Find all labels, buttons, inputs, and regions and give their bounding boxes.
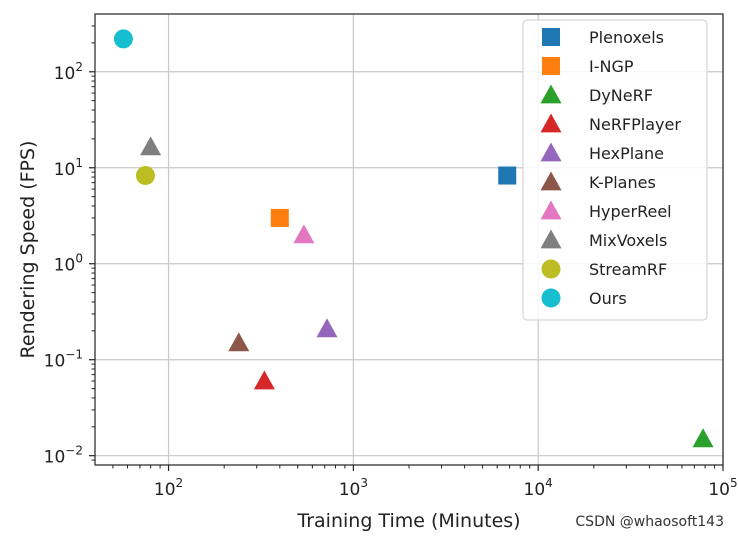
legend-box: [522, 19, 708, 321]
legend-marker-plenoxels: [542, 28, 560, 46]
x-tick-base: 10: [154, 480, 176, 500]
data-point-streamrf: [135, 166, 155, 186]
data-point-hyperreel: [293, 224, 315, 244]
y-tick-exponent: −1: [65, 348, 83, 362]
y-tick-label: 101: [54, 156, 83, 180]
y-tick-label: 100: [54, 252, 83, 276]
x-tick-base: 10: [339, 480, 361, 500]
y-tick-label: 10−1: [44, 348, 83, 372]
legend: Plenoxels I-NGP DyNeRF NeRFPlayer HexPlane K-…: [522, 19, 708, 321]
legend-label-streamrf: StreamRF: [589, 260, 667, 279]
legend-marker-ours: [541, 288, 561, 308]
legend-marker-nerfplayer: [540, 113, 562, 133]
y-tick-exponent: 2: [75, 60, 83, 74]
y-tick-label: 102: [54, 60, 83, 84]
y-tick-base: 10: [54, 256, 76, 276]
x-tick-exponent: 3: [360, 476, 368, 490]
legend-marker-dynerf: [540, 84, 562, 104]
x-tick-exponent: 5: [730, 476, 738, 490]
legend-label-ours: Ours: [589, 289, 627, 308]
legend-marker-streamrf: [541, 259, 561, 279]
legend-label-mixvoxels: MixVoxels: [589, 231, 667, 250]
legend-marker-hyperreel: [540, 200, 562, 220]
data-points: [113, 29, 714, 448]
legend-marker-k-planes: [540, 171, 562, 191]
legend-label-nerfplayer: NeRFPlayer: [589, 115, 681, 134]
y-tick-base: 10: [54, 160, 76, 180]
x-tick-exponent: 2: [176, 476, 184, 490]
legend-label-i-ngp: I-NGP: [589, 57, 634, 76]
legend-marker-mixvoxels: [540, 229, 562, 249]
legend-label-k-planes: K-Planes: [589, 173, 656, 192]
x-tick-label: 104: [524, 476, 553, 500]
data-point-i-ngp: [270, 208, 289, 227]
legend-label-hexplane: HexPlane: [589, 144, 664, 163]
legend-marker-hexplane: [540, 142, 562, 162]
x-tick-base: 10: [524, 480, 546, 500]
y-tick-exponent: 0: [75, 252, 83, 266]
y-tick-label: 10−2: [44, 444, 83, 468]
x-tick-label: 105: [708, 476, 737, 500]
x-tick-base: 10: [708, 480, 730, 500]
data-point-hexplane: [316, 318, 338, 338]
data-point-ours: [113, 29, 133, 49]
legend-label-dynerf: DyNeRF: [589, 86, 653, 105]
y-tick-exponent: −2: [65, 444, 83, 458]
data-point-nerfplayer: [253, 370, 275, 390]
y-axis-title: Rendering Speed (FPS): [17, 141, 39, 359]
watermark-text: CSDN @whaosoft143: [575, 514, 724, 530]
y-tick-base: 10: [44, 352, 66, 372]
y-tick-base: 10: [54, 64, 76, 84]
x-tick-label: 102: [154, 476, 183, 500]
legend-marker-i-ngp: [542, 57, 560, 75]
data-point-dynerf: [692, 428, 714, 448]
data-point-mixvoxels: [140, 136, 162, 156]
data-point-k-planes: [228, 332, 250, 352]
x-tick-exponent: 4: [545, 476, 553, 490]
x-axis-title: Training Time (Minutes): [296, 510, 520, 532]
x-tick-label: 103: [339, 476, 368, 500]
y-tick-exponent: 1: [75, 156, 83, 170]
data-point-plenoxels: [498, 166, 517, 185]
legend-label-hyperreel: HyperReel: [589, 202, 672, 221]
legend-label-plenoxels: Plenoxels: [589, 28, 664, 47]
y-tick-base: 10: [44, 448, 66, 468]
